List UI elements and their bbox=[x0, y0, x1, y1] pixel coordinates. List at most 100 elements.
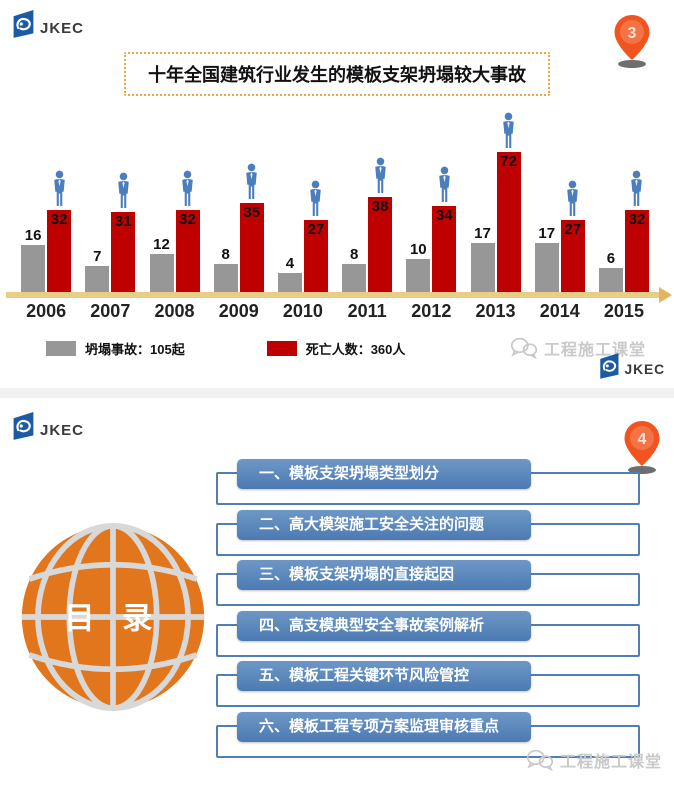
collapse-count-label: 10 bbox=[409, 240, 427, 258]
jkec-logo-icon bbox=[13, 10, 34, 38]
globe-icon: 目 录 bbox=[21, 522, 205, 712]
person-icon bbox=[567, 180, 578, 216]
person-icon bbox=[246, 163, 257, 199]
deaths-count-label: 31 bbox=[114, 213, 132, 230]
person-icon bbox=[374, 157, 386, 193]
bar-group: 17 27 bbox=[528, 100, 592, 292]
year-label: 2007 bbox=[90, 301, 131, 321]
person-icon bbox=[182, 170, 193, 206]
bar-chart: 16 32 7 31 12 32 8 35 4 27 8 38 10 34 17 72 17 27 6 32 bbox=[14, 100, 656, 292]
deaths-bar-column: 34 bbox=[432, 163, 457, 292]
deaths-count-label: 27 bbox=[307, 221, 325, 238]
collapse-bar-column: 10 bbox=[406, 240, 431, 292]
year-label: 2009 bbox=[218, 301, 259, 321]
deaths-bar-column: 32 bbox=[175, 167, 200, 292]
year-label: 2010 bbox=[282, 301, 323, 321]
deaths-bar: 38 bbox=[368, 197, 393, 292]
deaths-count-label: 27 bbox=[564, 221, 582, 238]
collapse-bar-column: 17 bbox=[534, 224, 559, 292]
toc-list: 一、模板支架坍塌类型划分 二、高大模架施工安全关注的问题 三、模板支架坍塌的直接起因… bbox=[0, 398, 674, 801]
collapse-bar bbox=[85, 266, 110, 292]
collapse-count-label: 6 bbox=[606, 249, 616, 267]
deaths-bar: 34 bbox=[432, 206, 457, 292]
deaths-bar: 32 bbox=[47, 210, 72, 292]
toc-item: 五、模板工程关键环节风险管控 bbox=[237, 661, 531, 691]
chart-legend: 坍塌事故：105起 死亡人数：360人 bbox=[46, 339, 405, 358]
deaths-bar-column: 27 bbox=[560, 177, 585, 292]
collapse-bar bbox=[406, 259, 431, 292]
year-label: 2008 bbox=[154, 301, 195, 321]
deaths-count-label: 34 bbox=[435, 207, 453, 224]
jkec-logo-text: JKEC bbox=[40, 20, 85, 37]
collapse-bar bbox=[342, 264, 367, 292]
deaths-bar: 32 bbox=[175, 210, 200, 292]
collapse-bar bbox=[534, 243, 559, 292]
legend-label: 死亡人数：360人 bbox=[305, 342, 406, 357]
collapse-count-label: 4 bbox=[285, 254, 295, 272]
person-icon bbox=[503, 112, 514, 148]
legend-item: 死亡人数：360人 bbox=[266, 339, 406, 358]
bar-group: 12 32 bbox=[142, 100, 206, 292]
bar-group: 8 35 bbox=[207, 100, 271, 292]
deaths-count-label: 72 bbox=[500, 153, 517, 170]
collapse-count-label: 17 bbox=[538, 224, 556, 242]
deaths-bar-column: 32 bbox=[624, 167, 649, 292]
collapse-bar-column: 8 bbox=[213, 245, 238, 292]
collapse-bar bbox=[277, 273, 302, 292]
collapse-count-label: 8 bbox=[349, 245, 359, 263]
collapse-count-label: 17 bbox=[474, 224, 491, 242]
deaths-bar: 31 bbox=[111, 212, 136, 292]
collapse-bar-column: 12 bbox=[149, 235, 174, 292]
year-label: 2013 bbox=[475, 301, 516, 321]
location-pin-icon: 4 bbox=[624, 421, 660, 474]
person-icon bbox=[118, 172, 129, 208]
deaths-count-label: 32 bbox=[179, 211, 196, 228]
chart-title: 十年全国建筑行业发生的模板支架坍塌较大事故 bbox=[124, 52, 550, 96]
deaths-count-label: 32 bbox=[628, 211, 646, 228]
x-axis bbox=[6, 287, 672, 303]
toc-item: 一、模板支架坍塌类型划分 bbox=[237, 459, 531, 489]
toc-item: 四、高支模典型安全事故案例解析 bbox=[237, 611, 531, 641]
watermark: 工程施工课堂 bbox=[509, 336, 646, 360]
deaths-bar-column: 31 bbox=[111, 169, 136, 292]
deaths-count-label: 35 bbox=[243, 204, 261, 221]
deaths-bar-column: 72 bbox=[496, 109, 521, 292]
deaths-bar-column: 35 bbox=[239, 160, 264, 292]
collapse-bar-column: 8 bbox=[342, 245, 367, 292]
collapse-count-label: 16 bbox=[24, 226, 42, 244]
collapse-bar bbox=[213, 264, 238, 292]
collapse-count-label: 12 bbox=[153, 235, 170, 253]
watermark: 工程施工课堂 bbox=[525, 748, 662, 772]
collapse-bar-column: 16 bbox=[21, 226, 46, 292]
bar-group: 17 72 bbox=[463, 100, 527, 292]
deaths-bar: 27 bbox=[560, 220, 585, 292]
jkec-logo: JKEC bbox=[10, 410, 84, 441]
page-number: 3 bbox=[628, 25, 637, 42]
deaths-bar: 32 bbox=[624, 210, 649, 292]
collapse-bar bbox=[21, 245, 46, 292]
jkec-logo-icon bbox=[13, 412, 34, 440]
page-number: 4 bbox=[638, 431, 647, 448]
collapse-count-label: 7 bbox=[93, 247, 102, 265]
jkec-footer-logo: JKEC bbox=[597, 351, 665, 380]
person-icon bbox=[439, 166, 450, 202]
bar-group: 16 32 bbox=[14, 100, 78, 292]
year-label: 2015 bbox=[603, 301, 644, 321]
year-label: 2012 bbox=[411, 301, 452, 321]
wechat-icon bbox=[526, 749, 554, 771]
legend-swatch bbox=[266, 341, 297, 356]
bar-group: 10 34 bbox=[399, 100, 463, 292]
year-label: 2011 bbox=[347, 301, 387, 321]
watermark-text: 工程施工课堂 bbox=[543, 342, 646, 359]
collapse-bar-column: 7 bbox=[85, 247, 110, 292]
deaths-bar: 35 bbox=[239, 203, 264, 292]
deaths-bar: 72 bbox=[496, 152, 521, 292]
collapse-count-label: 8 bbox=[221, 245, 230, 263]
collapse-bar-column: 17 bbox=[470, 224, 495, 292]
collapse-bar bbox=[149, 254, 174, 292]
collapse-bar-column: 6 bbox=[598, 249, 623, 292]
x-axis-labels: 2006 2007 2008 2009 2010 2011 2012 2013 2014 2015 bbox=[14, 301, 656, 322]
jkec-logo-icon bbox=[600, 353, 619, 379]
deaths-count-label: 32 bbox=[50, 211, 68, 228]
toc-item: 二、高大模架施工安全关注的问题 bbox=[237, 510, 531, 540]
